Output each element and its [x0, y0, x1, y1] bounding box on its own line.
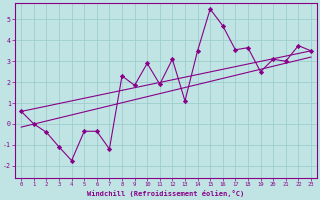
X-axis label: Windchill (Refroidissement éolien,°C): Windchill (Refroidissement éolien,°C) — [87, 190, 245, 197]
